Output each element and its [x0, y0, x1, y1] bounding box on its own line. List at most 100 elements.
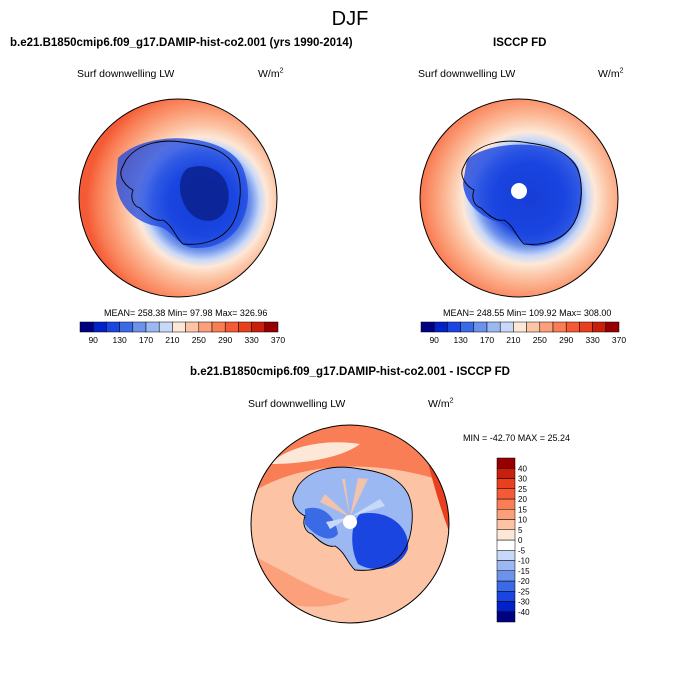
- colorbar-box: [460, 321, 475, 333]
- colorbar-tick-label: -20: [518, 577, 530, 586]
- colorbar-box: [158, 321, 173, 333]
- colorbar-tick-label: 15: [518, 505, 527, 514]
- colorbar-box: [496, 580, 516, 592]
- colorbar-tick-label: 130: [113, 335, 127, 345]
- colorbar-box: [496, 560, 516, 571]
- colorbar-box: [473, 321, 488, 333]
- colorbar-tick-label: 330: [245, 335, 259, 345]
- colorbar-tick-label: -40: [518, 608, 530, 617]
- model-units-label: W/m2: [258, 67, 284, 81]
- colorbar-tick-label: 20: [518, 495, 527, 504]
- colorbar-box: [526, 321, 541, 333]
- obs-stats: MEAN= 248.55 Min= 109.92 Max= 308.00: [443, 308, 612, 318]
- colorbar-box: [496, 519, 516, 530]
- colorbar-box: [198, 321, 213, 333]
- colorbar-tick-label: -25: [518, 587, 530, 596]
- diff-units-label: W/m2: [428, 397, 454, 411]
- colorbar-box: [539, 321, 554, 333]
- colorbar-tick-label: 370: [271, 335, 285, 345]
- obs-pole-hole: [511, 183, 527, 199]
- model-colorbar: 90 130 170 210 250 290 330 370: [79, 321, 285, 345]
- colorbar-box: [172, 321, 186, 333]
- colorbar-box: [496, 570, 516, 582]
- obs-colorbar: 90 130 170 210 250 290 330 370: [420, 321, 626, 345]
- figure-title: DJF: [331, 8, 369, 30]
- colorbar-tick-label: 330: [586, 335, 600, 345]
- colorbar-tick-label: -5: [518, 546, 526, 555]
- model-panel-title: b.e21.B1850cmip6.f09_g17.DAMIP-hist-co2.…: [10, 37, 353, 49]
- diff-variable-label: Surf downwelling LW: [248, 398, 346, 410]
- obs-panel-title: ISCCP FD: [493, 37, 547, 49]
- colorbar-box: [211, 321, 226, 333]
- colorbar-tick-label: 290: [218, 335, 232, 345]
- colorbar-box: [486, 321, 501, 333]
- colorbar-box: [145, 321, 160, 333]
- colorbar-box: [420, 321, 435, 333]
- colorbar-box: [496, 539, 516, 551]
- diff-stats: MIN = -42.70 MAX = 25.24: [463, 433, 571, 443]
- colorbar-tick-label: 0: [518, 536, 523, 545]
- colorbar-box: [224, 321, 239, 333]
- colorbar-tick-label: 30: [518, 475, 527, 484]
- colorbar-box: [496, 488, 516, 500]
- diff-coastline: [292, 466, 413, 571]
- colorbar-box: [496, 550, 516, 561]
- obs-variable-label: Surf downwelling LW: [418, 68, 516, 80]
- colorbar-box: [185, 321, 200, 333]
- model-polar-map: [78, 98, 278, 298]
- colorbar-tick-label: 250: [192, 335, 206, 345]
- colorbar-box: [552, 321, 567, 333]
- colorbar-box: [433, 321, 448, 333]
- colorbar-box: [496, 468, 516, 479]
- colorbar-tick-label: 5: [518, 526, 523, 535]
- colorbar-tick-label: 90: [429, 335, 439, 345]
- colorbar-box: [513, 321, 527, 333]
- colorbar-tick-label: -15: [518, 567, 530, 576]
- colorbar-box: [447, 321, 461, 333]
- colorbar-box: [264, 321, 279, 333]
- colorbar-tick-label: 10: [518, 516, 527, 525]
- colorbar-tick-label: 250: [533, 335, 547, 345]
- diff-pole-hole: [343, 515, 357, 529]
- colorbar-box: [251, 321, 266, 333]
- colorbar-tick-label: 210: [165, 335, 179, 345]
- colorbar-tick-label: 210: [506, 335, 520, 345]
- diff-polar-map: [250, 424, 450, 624]
- colorbar-tick-label: 290: [559, 335, 573, 345]
- colorbar-box: [496, 478, 516, 489]
- diff-panel-title: b.e21.B1850cmip6.f09_g17.DAMIP-hist-co2.…: [190, 366, 510, 378]
- colorbar-tick-label: 25: [518, 485, 527, 494]
- colorbar-box: [496, 591, 516, 602]
- colorbar-box: [496, 529, 516, 541]
- colorbar-box: [496, 498, 516, 510]
- obs-polar-map: [419, 98, 619, 298]
- colorbar-box: [238, 321, 252, 333]
- model-variable-label: Surf downwelling LW: [77, 68, 175, 80]
- colorbar-tick-label: 130: [454, 335, 468, 345]
- colorbar-box: [92, 321, 107, 333]
- obs-units-label: W/m2: [598, 67, 624, 81]
- colorbar-tick-label: -10: [518, 557, 530, 566]
- colorbar-box: [496, 457, 516, 469]
- model-coastline: [120, 140, 241, 245]
- colorbar-box: [592, 321, 607, 333]
- colorbar-box: [579, 321, 593, 333]
- colorbar-box: [605, 321, 620, 333]
- colorbar-box: [496, 611, 516, 623]
- colorbar-tick-label: 40: [518, 464, 527, 473]
- colorbar-box: [496, 601, 516, 612]
- colorbar-box: [132, 321, 147, 333]
- colorbar-box: [79, 321, 94, 333]
- colorbar-tick-label: 170: [480, 335, 494, 345]
- colorbar-box: [499, 321, 514, 333]
- colorbar-tick-label: 170: [139, 335, 153, 345]
- model-stats: MEAN= 258.38 Min= 97.98 Max= 326.96: [104, 308, 268, 318]
- colorbar-tick-label: 90: [88, 335, 98, 345]
- obs-coastline: [461, 140, 582, 245]
- colorbar-tick-label: -30: [518, 598, 530, 607]
- colorbar-box: [496, 509, 516, 520]
- colorbar-box: [565, 321, 580, 333]
- colorbar-box: [106, 321, 120, 333]
- colorbar-tick-label: 370: [612, 335, 626, 345]
